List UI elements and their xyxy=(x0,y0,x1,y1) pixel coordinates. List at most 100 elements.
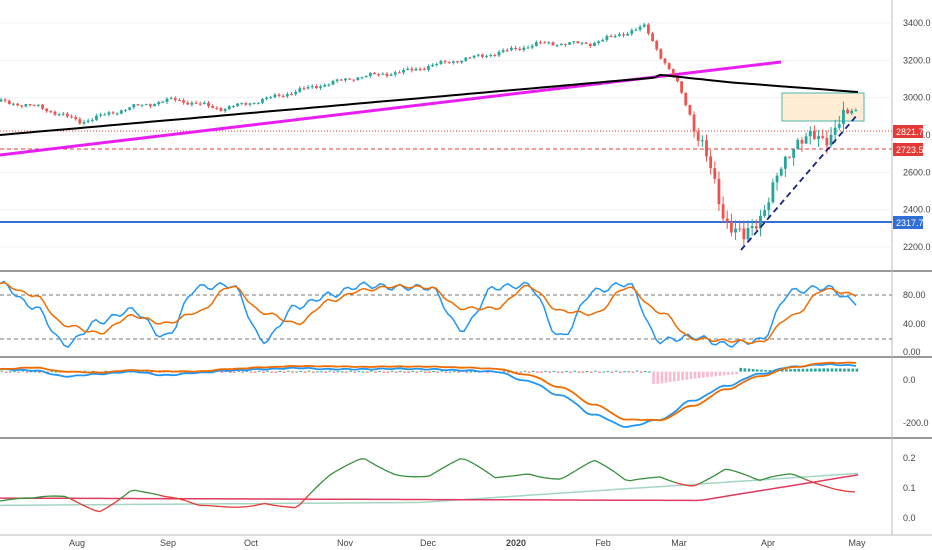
macd-histogram-bar xyxy=(507,371,510,373)
stochastic-panel[interactable]: 80.00 40.00 0.00 xyxy=(0,280,926,357)
candle-body xyxy=(398,72,401,74)
oscillator-segment xyxy=(719,468,726,473)
oscillator-segment xyxy=(454,458,461,462)
candle-body xyxy=(24,104,28,107)
macd-histogram-bar xyxy=(760,369,763,372)
macd-histogram-bar xyxy=(623,371,626,373)
macd-histogram-bar xyxy=(718,371,722,376)
candle-body xyxy=(439,61,443,64)
candle-body xyxy=(7,100,11,104)
oscillator-segment xyxy=(644,477,651,480)
macd-histogram-bar xyxy=(444,371,448,373)
macd-histogram-bar xyxy=(245,370,249,372)
macd-histogram-bar xyxy=(697,371,701,379)
candle-body xyxy=(331,80,335,85)
candle-body xyxy=(813,130,816,139)
price-tag-2821: 2821.7 xyxy=(893,125,924,138)
candle-body xyxy=(572,41,576,43)
oscillator-segment xyxy=(254,503,261,507)
macd-histogram-bar xyxy=(839,368,842,372)
oscillator-segment xyxy=(634,478,641,481)
resistance-box[interactable] xyxy=(781,92,865,122)
candle-body xyxy=(190,102,194,105)
candle-body xyxy=(485,55,488,57)
oscillator-segment xyxy=(319,478,326,485)
candle-body xyxy=(808,130,812,137)
oscillator-segment xyxy=(509,474,516,477)
macd-histogram-bar xyxy=(581,371,585,373)
candle-body xyxy=(335,79,339,81)
macd-histogram-bar xyxy=(643,371,647,373)
oscillator-segment xyxy=(379,466,386,471)
macd-histogram-bar xyxy=(830,368,834,372)
candle-body xyxy=(626,33,630,36)
oscillator-segment xyxy=(0,499,6,502)
candle-body xyxy=(555,45,559,47)
oscillator-segment xyxy=(489,473,496,479)
oscillator-segment xyxy=(529,473,536,477)
candle-body xyxy=(580,42,584,44)
oscillator-segment xyxy=(119,494,126,500)
price-axis-label: 3400.0 xyxy=(903,18,931,28)
macd-histogram-bar xyxy=(249,371,253,373)
candle-body xyxy=(543,42,547,44)
oscillator-segment xyxy=(349,460,356,465)
candle-body xyxy=(103,114,107,116)
macd-histogram-bar xyxy=(9,371,12,373)
oscillator-segment xyxy=(4,498,11,501)
candle-body xyxy=(742,228,746,240)
oscillator-segment xyxy=(784,473,791,476)
candle-body xyxy=(161,101,165,103)
oscillator-segment xyxy=(819,484,826,487)
macd-histogram-bar xyxy=(365,371,369,373)
oscillator-segment xyxy=(664,478,671,482)
oscillator-segment xyxy=(434,469,441,474)
candle-body xyxy=(501,50,505,52)
macd-histogram-bar xyxy=(652,371,655,384)
candle-body xyxy=(431,64,434,67)
macd-histogram-bar xyxy=(419,370,423,372)
macd-histogram-bar xyxy=(660,371,664,384)
oscillator-segment xyxy=(304,493,311,500)
time-axis-label: Oct xyxy=(244,538,259,548)
candle-body xyxy=(45,108,49,112)
candle-body xyxy=(194,102,198,104)
candle-body xyxy=(410,68,414,71)
candle-body xyxy=(140,104,144,106)
candle-body xyxy=(169,98,173,100)
oscillator-segment xyxy=(39,495,46,498)
oscillator-line xyxy=(0,458,856,513)
price-panel[interactable]: 3400.03200.03000.02800.02600.02400.02200… xyxy=(0,18,931,252)
candle-body xyxy=(128,107,132,110)
candle-body xyxy=(115,113,119,115)
oscillator-segment xyxy=(169,496,176,499)
candle-body xyxy=(28,104,32,106)
oscillator-segment xyxy=(624,479,631,482)
oscillator-panel[interactable]: 0.2 0.1 0.0 xyxy=(0,453,916,523)
candle-body xyxy=(456,61,459,63)
oscillator-segment xyxy=(159,494,166,498)
candle-body xyxy=(418,69,422,71)
macd-histogram-bar xyxy=(801,368,805,372)
price-axis-label: 3000.0 xyxy=(903,93,931,103)
candle-body xyxy=(107,112,111,115)
candle-body xyxy=(510,47,513,51)
macd-histogram-bar xyxy=(668,371,672,383)
oscillator-segment xyxy=(709,474,716,479)
candle-body xyxy=(468,57,472,59)
macd-histogram-bar xyxy=(619,371,622,373)
candle-body xyxy=(647,24,650,34)
candle-body xyxy=(817,136,820,139)
candle-body xyxy=(684,92,688,106)
macd-histogram-bar xyxy=(278,370,282,372)
macd-histogram-bar xyxy=(756,369,759,372)
macd-label-200: -200.0 xyxy=(903,418,929,428)
oscillator-segment xyxy=(464,458,471,463)
oscillator-segment xyxy=(619,475,626,481)
oscillator-segment xyxy=(789,473,796,476)
candle-body xyxy=(725,218,729,222)
macd-panel[interactable]: 0.0 -200.0 xyxy=(0,361,929,429)
candle-body xyxy=(269,97,273,99)
candle-body xyxy=(273,94,277,98)
